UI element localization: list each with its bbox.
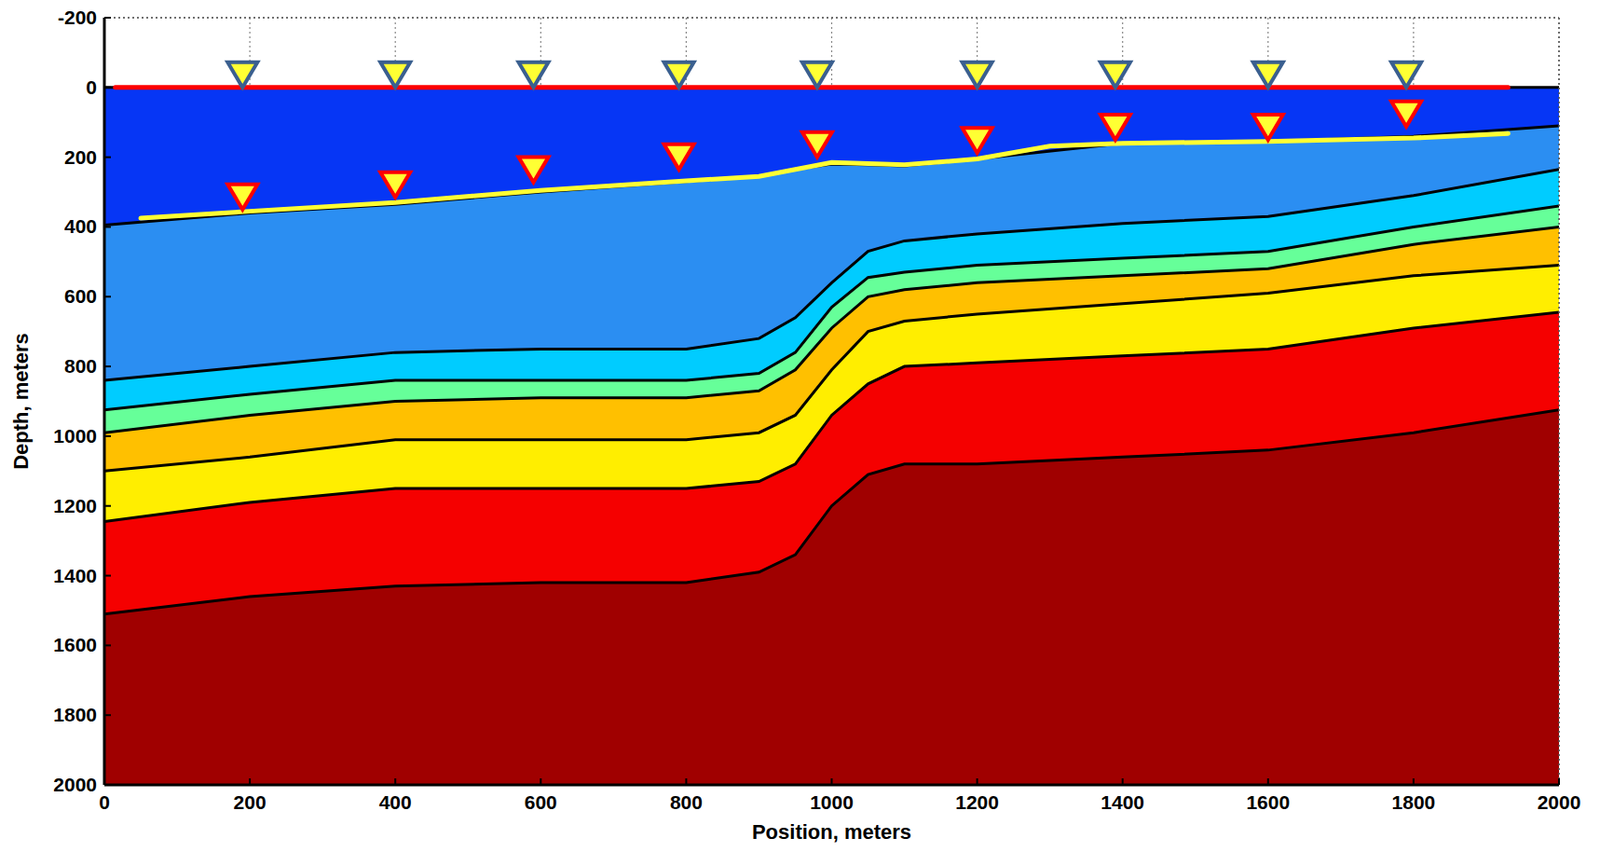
y-tick-label: 1400	[53, 564, 97, 587]
y-axis-title: Depth, meters	[9, 332, 33, 470]
receiver-marker	[1100, 114, 1131, 140]
y-tick	[104, 156, 111, 159]
layer-area	[104, 410, 1559, 785]
receiver-marker	[962, 62, 993, 88]
y-tick-label: 1800	[53, 703, 97, 725]
layer-area	[104, 265, 1559, 785]
y-tick-label: 1600	[53, 633, 97, 656]
x-tick	[394, 778, 397, 785]
grid-line	[104, 16, 1559, 18]
y-tick	[104, 783, 111, 786]
receiver-marker	[518, 62, 548, 88]
x-tick-label: 1800	[1392, 791, 1436, 813]
layer-area	[104, 226, 1559, 785]
receiver-marker	[227, 62, 258, 88]
y-tick-label: -200	[57, 6, 97, 28]
layer-area	[104, 169, 1559, 785]
x-axis-title: Position, meters	[752, 820, 912, 844]
layer-boundary	[104, 125, 1559, 226]
x-tick	[976, 778, 979, 785]
x-tick-label: 400	[379, 791, 412, 813]
receiver-marker	[1391, 62, 1422, 88]
page: {"chart_data": { "type": "cross_section"…	[0, 0, 1600, 852]
y-tick	[104, 435, 111, 438]
y-tick	[104, 574, 111, 577]
receiver-marker	[1100, 62, 1131, 88]
receiver-marker	[802, 62, 833, 88]
receiver-marker	[664, 144, 695, 170]
x-tick	[1412, 778, 1415, 785]
layer-boundary	[104, 226, 1559, 433]
y-tick	[104, 365, 111, 368]
y-axis-line	[103, 17, 107, 785]
y-tick-label: 1000	[53, 424, 97, 447]
layer-area	[104, 87, 1559, 785]
y-tick	[104, 295, 111, 298]
x-tick	[1267, 778, 1270, 785]
receiver-marker	[664, 62, 695, 88]
receiver-marker	[1391, 101, 1422, 127]
x-tick	[248, 778, 251, 785]
x-tick-label: 200	[233, 791, 267, 813]
horizon-line	[115, 84, 1509, 90]
y-tick	[104, 225, 111, 228]
x-tick-label: 600	[524, 791, 558, 813]
x-tick	[539, 778, 542, 785]
layer-area	[104, 205, 1559, 785]
y-tick	[104, 713, 111, 716]
receiver-marker	[518, 157, 548, 183]
plot-background	[104, 17, 1559, 785]
x-tick	[1558, 778, 1560, 785]
y-tick	[104, 16, 111, 19]
layer-boundary	[104, 410, 1559, 615]
layer-area	[104, 125, 1559, 785]
y-tick-label: 0	[85, 76, 97, 98]
receiver-marker	[802, 132, 833, 158]
x-tick-label: 1400	[1100, 791, 1145, 813]
y-tick-label: 1200	[53, 494, 97, 517]
frame-right	[1558, 17, 1560, 785]
y-tick-label: 600	[64, 285, 97, 307]
y-tick	[104, 643, 111, 646]
receiver-marker	[380, 62, 411, 88]
grid-line	[104, 86, 1559, 88]
frame-top	[104, 16, 1559, 19]
y-tick	[104, 505, 111, 507]
receiver-marker	[1253, 114, 1284, 140]
x-tick-label: 800	[670, 791, 703, 813]
y-tick-label: 400	[64, 215, 97, 237]
y-tick-label: 200	[64, 146, 97, 168]
layer-boundary	[104, 169, 1559, 381]
x-tick	[103, 778, 106, 785]
receiver-marker	[227, 184, 258, 210]
receiver-marker	[380, 172, 411, 198]
data-group	[104, 62, 1559, 785]
x-tick-label: 1600	[1245, 791, 1290, 813]
x-tick	[684, 778, 687, 785]
x-tick	[831, 778, 834, 785]
chart: 0200400600800100012001400160018002000-20…	[0, 0, 1600, 852]
y-tick-label: 2000	[53, 773, 97, 795]
x-tick-label: 1200	[955, 791, 999, 813]
layer-area	[104, 312, 1559, 785]
x-tick	[1121, 778, 1124, 785]
layer-boundary	[104, 312, 1559, 521]
y-tick-label: 800	[64, 355, 97, 377]
x-tick-label: 2000	[1537, 791, 1582, 813]
layer-boundary	[104, 205, 1559, 411]
grid-line	[103, 17, 105, 785]
layer-boundary	[104, 85, 1559, 89]
x-tick-label: 1000	[809, 791, 854, 813]
receiver-marker	[1253, 62, 1284, 88]
receiver-marker	[962, 127, 993, 153]
y-tick	[104, 86, 111, 89]
x-tick-label: 0	[98, 791, 110, 813]
